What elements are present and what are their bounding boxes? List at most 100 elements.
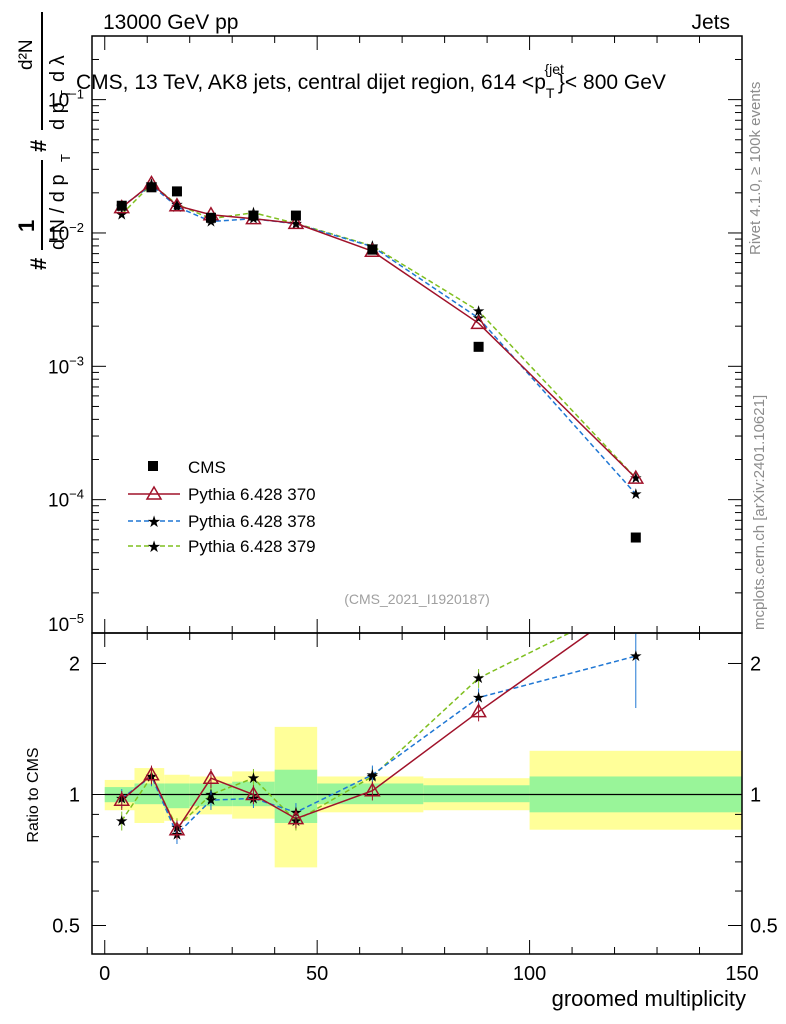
- main-ticks: [92, 36, 743, 634]
- main-point-cms: [290, 210, 301, 221]
- main-point-p370: [168, 197, 186, 212]
- main-point-p370: [287, 214, 305, 230]
- header-left: 13000 GeV pp: [103, 11, 238, 34]
- ratio-frame: [91, 632, 743, 955]
- ratio-series: ★★★★★★★★★★★★ ★★★★★: [113, 633, 643, 845]
- main-line-p370: [121, 182, 637, 479]
- main-point-p370: [627, 469, 645, 484]
- legend-marker-p379: ★: [147, 539, 161, 556]
- ratio-point-p378: ★: [472, 690, 485, 707]
- main-point-cms: [116, 200, 127, 211]
- legend-entry-p370: Pythia 6.428 370: [128, 485, 316, 504]
- y-tick-label-1e-4: 10−4: [48, 487, 84, 512]
- main-markers-p379: ★★★★★★★★★: [115, 176, 643, 487]
- main-point-cms: [248, 210, 259, 221]
- main-line-p379: [121, 183, 637, 479]
- main-line-p378: [121, 184, 637, 495]
- x-tick-label-150: 150: [725, 963, 758, 985]
- ratio-y-axis-label: Ratio to CMS: [25, 747, 42, 842]
- main-point-cms: [473, 341, 484, 352]
- ratio-point-p370: [202, 769, 220, 784]
- rivet-label: Rivet 4.1.0, ≥ 100k events: [747, 82, 764, 255]
- main-point-cms: [367, 244, 378, 255]
- main-series: ★★★★★★★★★★★★★★★★★★: [113, 174, 645, 543]
- mcplots-label: mcplots.cern.ch [arXiv:2401.10621]: [751, 395, 768, 630]
- header-right: Jets: [691, 11, 730, 34]
- ratio-markers-p370: [113, 702, 487, 840]
- ratio-point-p379: ★: [247, 770, 260, 787]
- ratio-point-p370: [113, 791, 131, 806]
- ylabel-den: d N / d p: [47, 174, 69, 250]
- ratio-point-p379: ★: [115, 813, 128, 830]
- legend-marker-p370: [145, 485, 163, 500]
- legend-marker-cms: [148, 461, 158, 471]
- main-markers-cms: [116, 182, 641, 543]
- legend-entry-p379: ★ Pythia 6.428 379: [128, 537, 316, 556]
- ratio-point-p370: [470, 703, 487, 718]
- main-point-p379: ★: [472, 303, 485, 320]
- ratio-y-tick-label-0-5-right: 0.5: [750, 915, 778, 937]
- ratio-uncertainty-bands: [104, 726, 742, 868]
- main-point-p379: ★: [170, 196, 183, 213]
- ratio-y-tick-label-1-left: 1: [69, 784, 80, 806]
- x-tick-labels: 0 50 100 150: [99, 963, 759, 985]
- ratio-point-p379: ★: [472, 670, 485, 687]
- ratio-point-p378: ★: [366, 767, 379, 784]
- y-tick-label-1e-1: 10−1: [48, 87, 84, 112]
- ylabel-dpt: d p: [47, 102, 69, 130]
- main-point-cms: [171, 186, 182, 197]
- main-point-p370: [470, 314, 487, 330]
- legend-marker-p378: ★: [147, 514, 161, 531]
- y-tick-label-1e-2: 10−2: [48, 220, 84, 245]
- ratio-band-inner: [423, 785, 530, 803]
- main-panel: 10−1 10−2 10−3 10−4 10−5 ★★★★★★★★★★★★★★★…: [48, 35, 743, 636]
- ratio-ticks: [92, 633, 743, 954]
- ratio-y-tick-label-2-left: 2: [69, 653, 80, 675]
- ratio-point-p370: [364, 782, 381, 797]
- ylabel-den-t: T: [58, 154, 73, 162]
- ylabel-hash: #: [26, 258, 51, 270]
- ratio-y-tick-label-1-right: 1: [750, 784, 761, 806]
- main-point-cms: [146, 182, 157, 193]
- chart-title: CMS, 13 TeV, AK8 jets, central dijet reg…: [76, 61, 666, 101]
- main-y-axis-label: # 1 d N / d p T # d²N d p T d λ: [14, 12, 73, 270]
- ratio-band-inner: [164, 783, 190, 809]
- ratio-point-p378: ★: [204, 792, 217, 809]
- legend-label-cms: CMS: [188, 458, 226, 477]
- main-point-cms: [205, 212, 216, 223]
- x-tick-label-50: 50: [306, 963, 328, 985]
- ylabel-hash-2: #: [26, 140, 51, 152]
- analysis-tag: (CMS_2021_I1920187): [344, 591, 490, 607]
- ratio-panel: ★★★★★★★★★★★★ ★★★★★ 0.5 1 2 0.5 1 2 0 50 1…: [52, 632, 778, 985]
- y-tick-label-1e-3: 10−3: [48, 353, 84, 378]
- main-markers-p378: ★★★★★★★★★: [115, 177, 643, 503]
- legend-entry-p378: ★ Pythia 6.428 378: [128, 512, 316, 531]
- main-point-p378: ★: [629, 486, 642, 503]
- ratio-point-p370: [245, 785, 262, 801]
- y-tick-label-1e-5: 10−5: [48, 611, 84, 636]
- legend-label-p379: Pythia 6.428 379: [188, 537, 316, 556]
- ratio-point-p370: [287, 810, 305, 825]
- ratio-series-clip: ★★★★★★★★★★★★ ★★★★★: [113, 633, 643, 845]
- x-tick-label-0: 0: [99, 963, 110, 985]
- x-tick-label-100: 100: [513, 963, 546, 985]
- legend: CMS Pythia 6.428 370 ★ Pythia 6.428 378 …: [128, 458, 316, 556]
- ylabel-dlambda: d λ: [47, 55, 69, 82]
- ratio-point-p370: [168, 821, 186, 836]
- ylabel-d2n: d²N: [16, 39, 37, 70]
- main-point-cms: [630, 532, 641, 543]
- legend-label-p378: Pythia 6.428 378: [188, 512, 316, 531]
- x-axis-label: groomed multiplicity: [552, 986, 746, 1011]
- legend-label-p370: Pythia 6.428 370: [188, 485, 316, 504]
- ratio-y-tick-labels: 0.5 1 2 0.5 1 2: [52, 653, 778, 937]
- ylabel-dpt-t: T: [58, 90, 73, 98]
- ratio-y-tick-label-0-5-left: 0.5: [52, 915, 80, 937]
- ylabel-one: 1: [14, 220, 39, 232]
- main-y-tick-labels: 10−1 10−2 10−3 10−4 10−5: [48, 87, 84, 636]
- ratio-y-tick-label-2-right: 2: [750, 653, 761, 675]
- ratio-point-p378: ★: [629, 648, 642, 665]
- legend-entry-cms: CMS: [148, 458, 226, 477]
- ratio-line-p378: [121, 655, 636, 836]
- main-markers-p370: [113, 174, 645, 484]
